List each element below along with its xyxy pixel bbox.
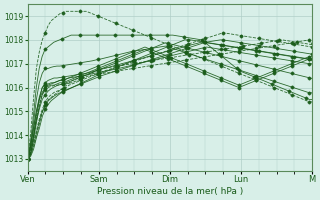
X-axis label: Pression niveau de la mer( hPa ): Pression niveau de la mer( hPa ) (97, 187, 243, 196)
